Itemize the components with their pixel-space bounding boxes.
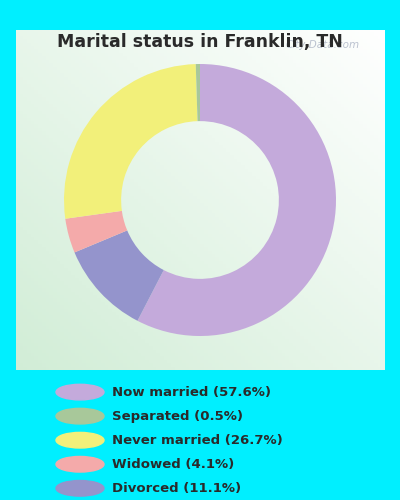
Wedge shape: [65, 211, 127, 252]
Text: Now married (57.6%): Now married (57.6%): [112, 386, 271, 398]
Text: Separated (0.5%): Separated (0.5%): [112, 410, 243, 422]
Circle shape: [56, 384, 104, 400]
Text: Widowed (4.1%): Widowed (4.1%): [112, 458, 234, 471]
Text: Marital status in Franklin, TN: Marital status in Franklin, TN: [57, 32, 343, 50]
Wedge shape: [138, 64, 336, 336]
Wedge shape: [196, 64, 200, 121]
Wedge shape: [74, 230, 164, 321]
Text: Never married (26.7%): Never married (26.7%): [112, 434, 283, 446]
Text: Divorced (11.1%): Divorced (11.1%): [112, 482, 241, 495]
Circle shape: [56, 480, 104, 496]
Wedge shape: [64, 64, 198, 218]
Circle shape: [56, 432, 104, 448]
Circle shape: [56, 456, 104, 472]
Circle shape: [56, 408, 104, 424]
Text: City-Data.com: City-Data.com: [286, 40, 360, 50]
